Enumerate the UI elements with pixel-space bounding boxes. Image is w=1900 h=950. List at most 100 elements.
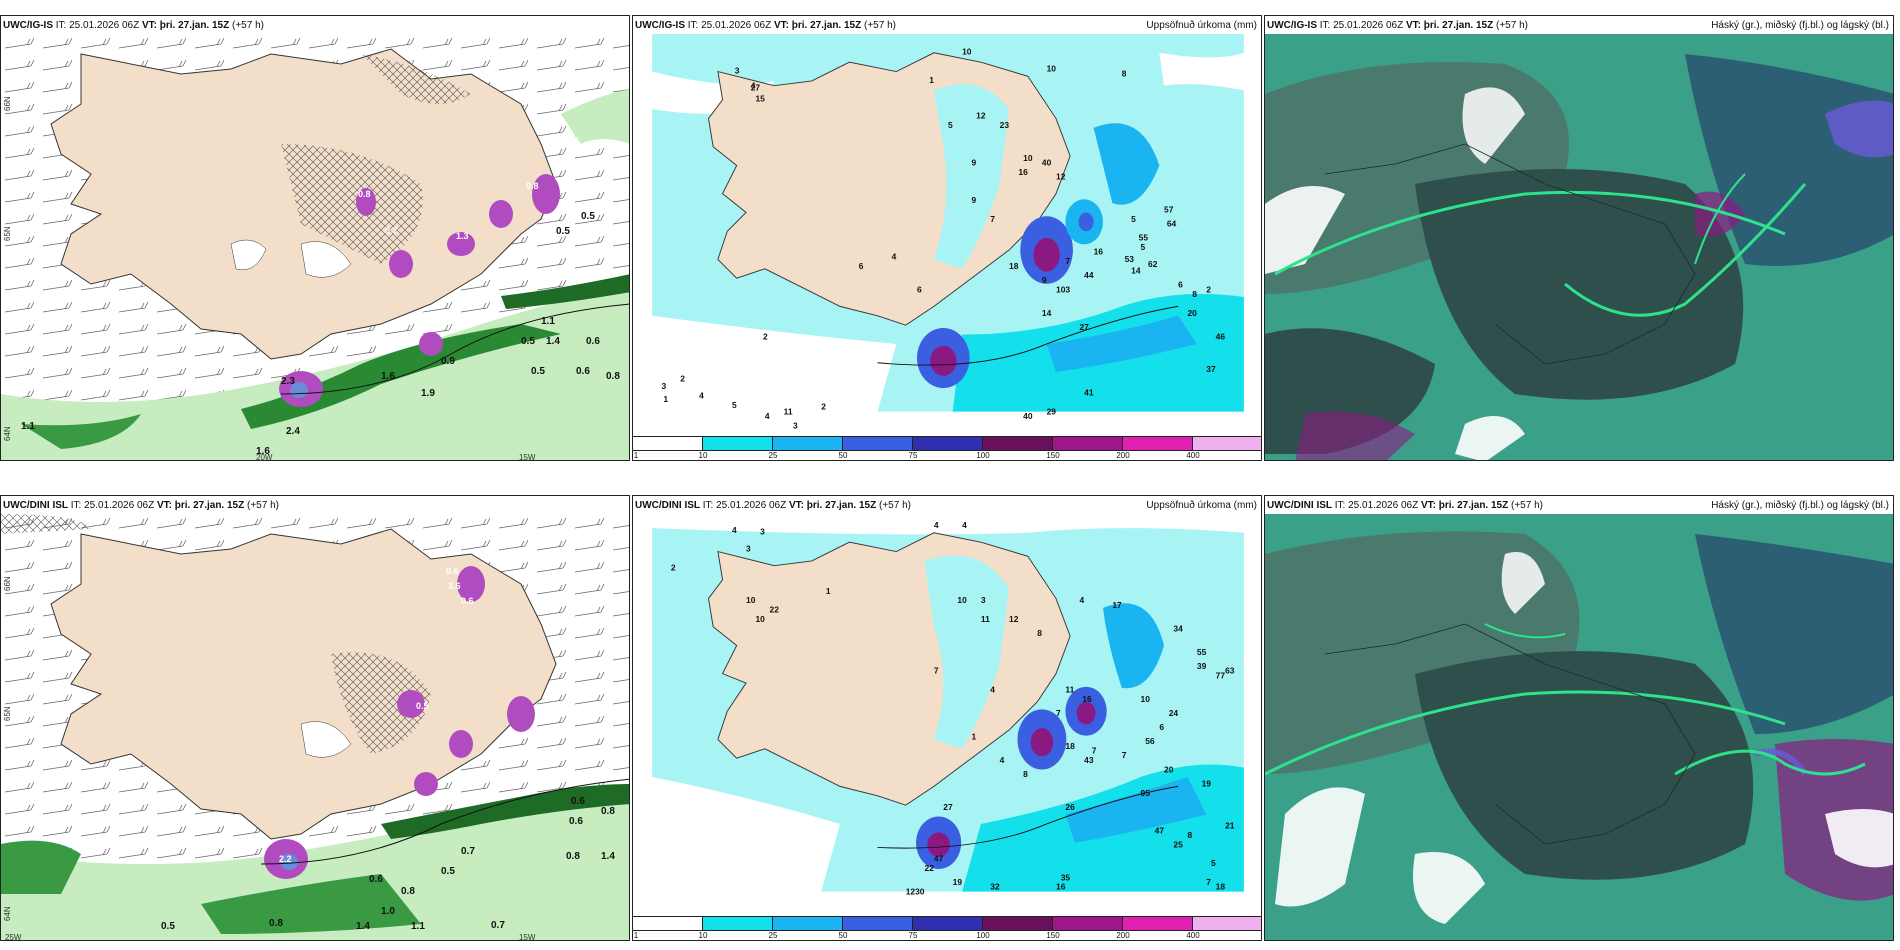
model-name: UWC/DINI ISL <box>1267 500 1332 511</box>
precip-value: 21 <box>1225 821 1235 831</box>
precip-value: 35 <box>1061 872 1071 882</box>
lead-time: (+57 h) <box>1511 500 1543 511</box>
precip-value: 1 <box>971 731 976 741</box>
precip-value: 10 <box>957 595 967 605</box>
colorbar-tick: 100 <box>976 451 990 460</box>
map-value: 0.8 <box>526 181 539 191</box>
colorbar-tick: 100 <box>976 931 990 940</box>
precip-value: 55 <box>1139 233 1149 243</box>
map-value: 1.3 <box>456 231 469 241</box>
colorbar-tick: 75 <box>908 931 918 940</box>
map-value: 0.9 <box>441 356 455 367</box>
lead-time: (+57 h) <box>1496 20 1528 31</box>
precip-value: 47 <box>934 854 944 864</box>
value-labels: 0.8 0.7 1.3 0.5 0.8 0.5 1.4 0.6 1.6 1.9 … <box>21 181 620 457</box>
precip-value: 40 <box>1023 411 1033 421</box>
precip-value: 4 <box>962 520 967 530</box>
precip-value: 4 <box>892 251 897 261</box>
precip-value: 62 <box>1148 259 1158 269</box>
map-value: 0.6 <box>446 566 459 576</box>
precip-value: 26 <box>1065 802 1075 812</box>
precip-value: 12 <box>976 111 986 121</box>
colorbar-tick: 400 <box>1186 451 1200 460</box>
precip-value: 41 <box>1084 388 1094 398</box>
wind-map: 0.8 0.7 1.3 0.5 0.8 0.5 1.4 0.6 1.6 1.9 … <box>1 34 629 460</box>
precip-value: 7 <box>934 666 939 676</box>
panel-precip-bottom: UWC/DINI ISL IT: 25.01.2026 06Z VT: þri.… <box>632 495 1262 941</box>
value-labels: 0.6 3.6 0.6 0.5 2.2 0.5 0.6 0.8 0.7 1.0 … <box>161 566 615 932</box>
precip-value: 2 <box>671 562 676 572</box>
precip-value: 1 <box>929 75 934 85</box>
map-value: 3.6 <box>448 581 461 591</box>
lat-label: 65N <box>3 226 12 241</box>
panel-header: UWC/DINI ISL IT: 25.01.2026 06Z VT: þri.… <box>635 500 1257 511</box>
precip-value: 3 <box>793 420 798 430</box>
panel-header: UWC/DINI ISL IT: 25.01.2026 06Z VT: þri.… <box>1267 500 1889 511</box>
precip-value: 11 <box>1065 684 1074 694</box>
lat-label: 64N <box>3 426 12 441</box>
panel-wind-top: UWC/IG-IS IT: 25.01.2026 06Z VT: þri. 27… <box>0 15 630 461</box>
precip-value: 9 <box>971 195 976 205</box>
precip-value: 20 <box>1188 308 1198 318</box>
map-value: 0.6 <box>461 596 474 606</box>
init-time: 25.01.2026 06Z <box>716 500 787 511</box>
map-value: 1.1 <box>21 421 35 432</box>
map-value: 0.5 <box>161 921 175 932</box>
precip-value: 5 <box>1141 242 1146 252</box>
precip-value: 2 <box>1206 284 1211 294</box>
precip-value: 5 <box>732 400 737 410</box>
precip-value: 10 <box>1023 153 1033 163</box>
cloud-map <box>1265 34 1893 460</box>
valid-time: þri. 27.jan. 15Z <box>1438 500 1509 511</box>
precip-value: 27 <box>943 802 953 812</box>
colorbar: 1 10 25 50 75 100 150 200 400 <box>633 436 1261 460</box>
panel-title: Háský (gr.), miðský (fj.bl.) og lágský (… <box>1711 20 1889 31</box>
precip-value: 3 <box>662 381 667 391</box>
precip-value: 4 <box>1000 755 1005 765</box>
precip-value: 40 <box>1042 157 1052 167</box>
colorbar-tick: 10 <box>698 931 708 940</box>
map-value: 0.8 <box>401 886 415 897</box>
precip-value: 6 <box>917 284 922 294</box>
precip-value: 7 <box>1122 750 1127 760</box>
precip-value: 43 <box>1084 755 1094 765</box>
lead-time: (+57 h) <box>247 500 279 511</box>
precip-value: 39 <box>1197 661 1207 671</box>
precip-value: 29 <box>1047 406 1057 416</box>
precip-value: 6 <box>859 261 864 271</box>
precip-value: 77 <box>1216 670 1226 680</box>
precip-value: 2 <box>821 402 826 412</box>
precip-value: 44 <box>1084 270 1094 280</box>
precip-value: 18 <box>1065 741 1075 751</box>
colorbar-tick: 10 <box>698 451 708 460</box>
map-value: 0.6 <box>586 336 600 347</box>
colorbar-tick: 150 <box>1046 931 1060 940</box>
model-name: UWC/IG-IS <box>635 20 685 31</box>
map-value: 0.6 <box>369 874 383 885</box>
init-time: 25.01.2026 06Z <box>1348 500 1419 511</box>
init-time: 25.01.2026 06Z <box>84 500 155 511</box>
precip-value: 5 <box>948 120 953 130</box>
precip-value: 3 <box>760 527 765 537</box>
map-value: 1.4 <box>546 336 560 347</box>
precip-value: 12 <box>1056 172 1066 182</box>
precip-value: 22 <box>770 605 780 615</box>
precip-value: 6 <box>1178 280 1183 290</box>
map-value: 0.5 <box>531 366 545 377</box>
precip-value: 8 <box>1188 830 1193 840</box>
model-name: UWC/IG-IS <box>1267 20 1317 31</box>
colorbar-tick: 75 <box>908 451 918 460</box>
precip-value: 27 <box>1079 322 1089 332</box>
precip-value: 63 <box>1225 666 1235 676</box>
map-value: 0.5 <box>441 866 455 877</box>
colorbar-tick: 1 <box>633 451 639 460</box>
precip-value: 5 <box>1211 858 1216 868</box>
map-value: 0.5 <box>521 336 535 347</box>
lon-label: 20W <box>256 453 273 461</box>
precip-value: 19 <box>1202 778 1212 788</box>
precip-value: 4 <box>751 80 756 90</box>
precip-value: 23 <box>1000 120 1010 130</box>
map-value: 1.9 <box>421 388 435 399</box>
precip-value: 18 <box>1216 882 1226 892</box>
